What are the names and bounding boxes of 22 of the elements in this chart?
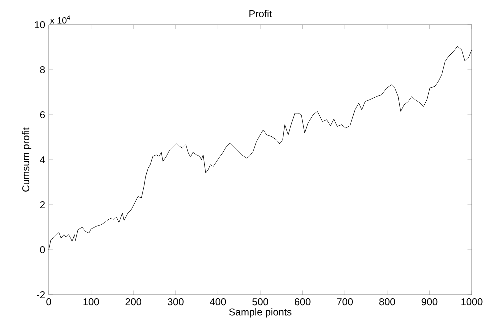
x-tick-label: 400: [210, 298, 226, 306]
x-tick-label: 100: [84, 298, 100, 306]
x-tick-label: 700: [337, 298, 354, 306]
y-tick-label: -2: [37, 292, 45, 298]
x-tick-label: 0: [46, 298, 52, 306]
x-axis-title: Sample pionts: [229, 308, 292, 318]
y-axis-title: Cumsum profit: [22, 128, 32, 192]
x-tick-label: 200: [126, 298, 142, 306]
y-tick-label: 2: [40, 202, 45, 208]
y-tick-label: 4: [40, 156, 46, 164]
y-tick-label: 10: [35, 21, 46, 29]
chart-title: Profit: [250, 10, 272, 18]
x-tick-label: 900: [422, 298, 438, 306]
y-tick-label: 0: [40, 246, 46, 254]
y-tick-label: 8: [40, 66, 46, 74]
text: x 10$^{4}$: [50, 16, 70, 24]
x-tick-label: 1000: [462, 298, 483, 306]
x-tick-label: 500: [252, 298, 268, 306]
x-tick-label: 800: [380, 298, 396, 306]
y-tick-label: 6: [40, 111, 46, 119]
x-tick-label: 600: [294, 298, 311, 306]
x-tick-label: 300: [168, 298, 184, 306]
